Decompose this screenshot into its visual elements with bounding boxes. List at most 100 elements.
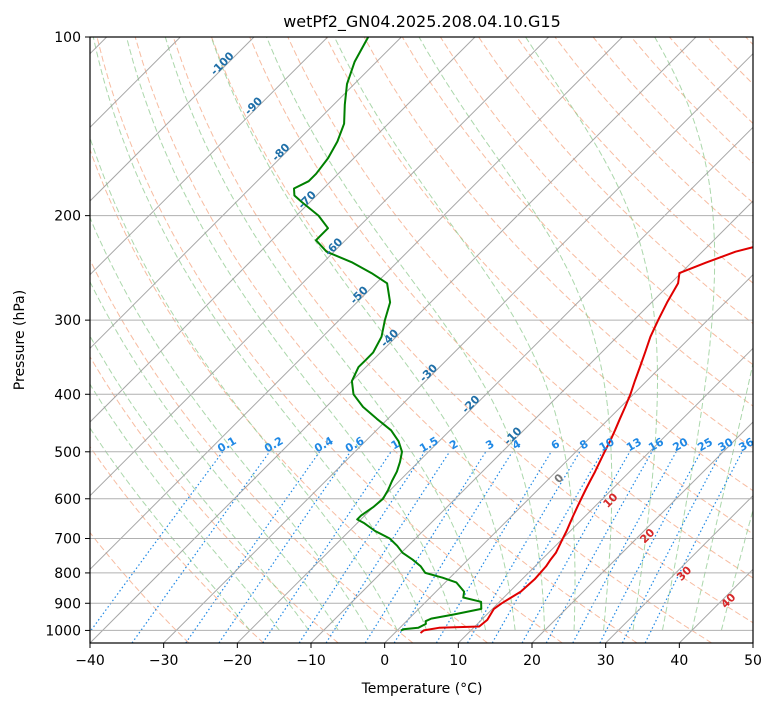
mixing-ratio-line <box>521 451 631 643</box>
isotherm-line <box>310 200 753 643</box>
dry-adiabat <box>90 445 264 643</box>
red-label: 40 <box>718 591 738 611</box>
series-dewpoint <box>293 37 483 632</box>
dry-adiabat <box>90 148 488 643</box>
mixing-ratio-line <box>298 451 426 643</box>
isotherm-label: -60 <box>322 235 345 258</box>
moist-adiabat <box>210 37 516 631</box>
red-label: 20 <box>637 526 657 546</box>
red-label: 0 <box>552 471 567 486</box>
x-tick-label: −30 <box>149 653 179 669</box>
mixing-ratio-label: 2 <box>447 437 460 452</box>
y-tick-label: 900 <box>54 596 81 612</box>
x-tick-label: −20 <box>223 653 253 669</box>
red-label: 30 <box>674 563 694 583</box>
mixing-ratio-line <box>185 451 321 643</box>
moist-adiabat <box>525 37 658 631</box>
plot-area <box>90 37 753 643</box>
isotherm-line <box>678 568 753 643</box>
isotherm-line <box>163 52 753 643</box>
x-tick-label: 50 <box>744 653 762 669</box>
isotherm-label: -30 <box>417 361 440 384</box>
red-label: 10 <box>601 490 621 510</box>
mixing-ratio-label: 6 <box>549 437 562 452</box>
isotherm-label: -70 <box>296 188 319 211</box>
y-tick-label: 700 <box>54 532 81 548</box>
plot-frame <box>89 36 754 644</box>
y-tick-label: 300 <box>54 313 81 329</box>
dry-adiabat <box>134 37 638 643</box>
mixing-ratio-label: 4 <box>510 437 523 452</box>
moist-adiabat <box>164 37 487 631</box>
moist-adiabat <box>266 37 546 631</box>
x-axis-label: Temperature (°C) <box>361 681 483 697</box>
isotherm-line <box>384 273 753 643</box>
y-axis-label: Pressure (hPa) <box>12 290 28 390</box>
x-tick-label: 30 <box>597 653 615 669</box>
isotherm-line <box>90 37 623 571</box>
moist-adiabat <box>90 383 280 631</box>
isotherm-line <box>90 37 476 423</box>
dry-adiabat <box>90 531 190 643</box>
dry-adiabat <box>516 37 753 284</box>
mixing-ratio-line <box>325 451 451 643</box>
chart-title: wetPf2_GN04.2025.208.04.10.G15 <box>283 12 561 32</box>
y-tick-label: 200 <box>54 209 81 225</box>
isotherm-label: -90 <box>242 94 265 117</box>
mixing-ratio-line <box>90 451 224 633</box>
x-tick-label: 40 <box>670 653 688 669</box>
dry-adiabat <box>669 37 753 125</box>
isotherm-line <box>457 347 753 643</box>
mixing-ratio-line <box>572 451 677 643</box>
mixing-ratio-line <box>262 451 392 643</box>
isotherm-label: -20 <box>459 393 482 416</box>
moist-adiabat <box>720 508 753 631</box>
dry-adiabat <box>478 37 753 325</box>
moist-adiabat <box>654 37 716 631</box>
moist-adiabat <box>90 335 310 631</box>
dry-adiabat <box>745 37 753 46</box>
dry-adiabat <box>249 37 753 579</box>
mixing-ratio-line <box>599 451 702 643</box>
y-axis: 100 200 300 400 500 600 700 800 900 1000 <box>45 30 90 639</box>
moist-adiabat <box>691 360 753 631</box>
mixing-ratio-line <box>435 451 552 643</box>
x-tick-label: 0 <box>380 653 389 669</box>
dry-adiabat <box>401 37 753 407</box>
dry-adiabat <box>90 355 339 643</box>
isotherm-label: -40 <box>378 326 401 349</box>
moist-adiabat <box>418 37 613 631</box>
dry-adiabat <box>554 37 753 244</box>
mixing-ratio-line <box>218 451 351 643</box>
dry-adiabat <box>90 258 414 643</box>
y-tick-label: 400 <box>54 387 81 403</box>
y-tick-label: 100 <box>54 30 81 46</box>
moist-adiabat <box>92 37 428 631</box>
y-tick-label: 500 <box>54 445 81 461</box>
isotherm-line <box>90 37 329 276</box>
series-layer <box>293 37 753 634</box>
isotherm-label: -80 <box>269 141 292 164</box>
moist-adiabat <box>90 136 398 631</box>
isotherm-label: -50 <box>348 283 371 306</box>
mixing-ratio-line <box>644 451 743 643</box>
x-axis: −40 −30 −20 −10 0 10 20 30 40 50 <box>75 643 762 669</box>
moist-adiabat <box>90 216 369 631</box>
moist-adiabat <box>90 427 251 631</box>
isotherm-line <box>531 421 753 643</box>
y-tick-label: 600 <box>54 492 81 508</box>
x-tick-label: −10 <box>296 653 326 669</box>
isotherm-line <box>90 37 255 202</box>
moist-adiabat <box>126 37 457 631</box>
x-tick-label: 10 <box>449 653 467 669</box>
series-temperature <box>419 246 753 634</box>
x-tick-label: −40 <box>75 653 105 669</box>
y-tick-label: 800 <box>54 566 81 582</box>
mixing-ratio-line <box>131 451 271 643</box>
dry-adiabat <box>592 37 753 204</box>
dry-adiabat <box>439 37 753 366</box>
isotherm-line <box>90 37 697 643</box>
dry-adiabat <box>211 37 753 624</box>
mixing-ratio-line <box>545 451 653 643</box>
mixing-ratio-label: 36 <box>736 435 756 454</box>
